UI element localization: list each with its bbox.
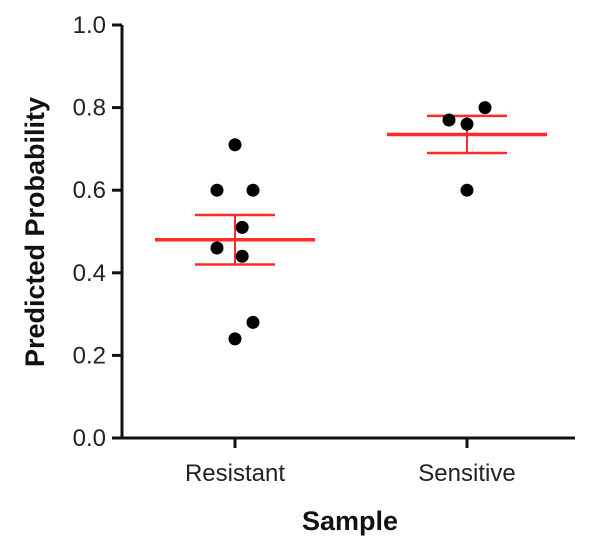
y-tick-label: 0.8 — [73, 95, 106, 122]
data-point — [478, 101, 492, 115]
data-points — [210, 101, 492, 346]
data-point — [442, 113, 456, 127]
data-point — [460, 183, 474, 197]
data-point — [246, 315, 260, 329]
x-tick-label: Resistant — [185, 460, 285, 487]
x-tick-labels: Resistant Sensitive — [185, 460, 516, 487]
y-axis-title: Predicted Probability — [20, 97, 50, 367]
data-point — [246, 183, 260, 197]
summary-bars — [155, 114, 547, 266]
data-point — [228, 332, 242, 346]
data-point — [235, 249, 249, 263]
x-tick-label: Sensitive — [418, 460, 515, 487]
data-point — [210, 183, 224, 197]
data-point — [460, 117, 474, 131]
y-tick-labels: 0.0 0.2 0.4 0.6 0.8 1.0 — [73, 12, 106, 452]
axes — [112, 23, 575, 448]
y-tick-label: 1.0 — [73, 12, 106, 39]
y-tick-label: 0.2 — [73, 342, 106, 369]
data-point — [228, 138, 242, 152]
data-point — [210, 241, 224, 255]
y-tick-label: 0.0 — [73, 425, 106, 452]
data-point — [235, 220, 249, 234]
y-tick-label: 0.6 — [73, 177, 106, 204]
x-axis-title: Sample — [302, 506, 398, 536]
y-tick-label: 0.4 — [73, 260, 106, 287]
